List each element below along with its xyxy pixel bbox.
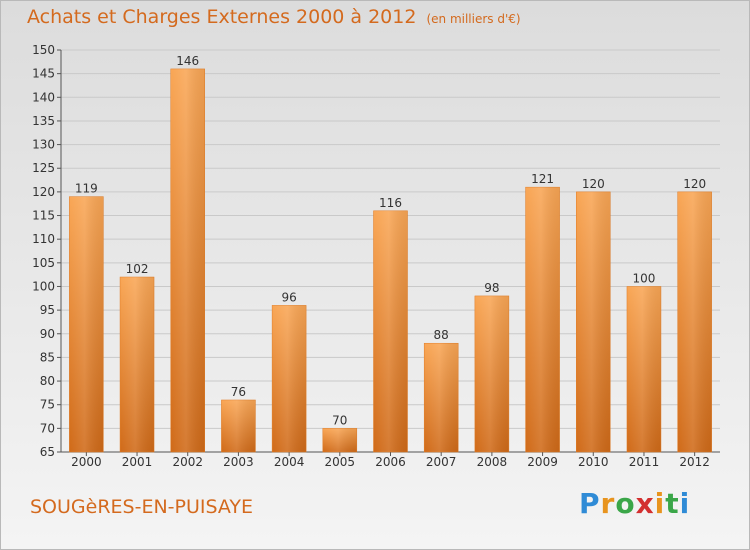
x-tick-label: 2001 xyxy=(122,455,153,469)
bar-shine xyxy=(626,286,661,452)
chart-title: Achats et Charges Externes 2000 à 2012 (e… xyxy=(27,6,521,28)
y-tick-label: 65 xyxy=(40,445,55,459)
x-tick-label: 2010 xyxy=(578,455,609,469)
data-label: 98 xyxy=(484,281,499,295)
y-tick-label: 125 xyxy=(32,161,55,175)
x-tick-label: 2009 xyxy=(527,455,558,469)
y-tick-label: 140 xyxy=(32,90,55,104)
title-text: Achats et Charges Externes 2000 à 2012 xyxy=(27,6,417,28)
data-label: 120 xyxy=(582,177,605,191)
bar-shine xyxy=(424,343,459,452)
bar-shine xyxy=(525,187,560,452)
bar-shine xyxy=(272,305,307,452)
y-tick-label: 70 xyxy=(40,421,55,435)
logo-letter: r xyxy=(600,487,616,520)
y-tick-label: 100 xyxy=(32,279,55,293)
bar-shine xyxy=(677,191,712,452)
y-tick-label: 135 xyxy=(32,114,55,128)
labels: 65 70 75 80 85 90 95 100 105 110 115 120 125 130 135 14… xyxy=(32,43,710,469)
data-label: 70 xyxy=(332,413,347,427)
bar-shine xyxy=(221,399,256,452)
data-label: 119 xyxy=(75,182,98,196)
bar-shine xyxy=(69,196,104,452)
x-tick-label: 2003 xyxy=(223,455,254,469)
data-label: 88 xyxy=(434,328,449,342)
bar-shine xyxy=(322,428,357,452)
y-tick-label: 110 xyxy=(32,232,55,246)
y-tick-label: 85 xyxy=(40,350,55,364)
proxiti-logo: Proxiti xyxy=(579,487,690,520)
logo-letter: i xyxy=(679,487,691,520)
y-tick-label: 80 xyxy=(40,374,55,388)
y-tick-label: 105 xyxy=(32,256,55,270)
y-tick-label: 75 xyxy=(40,398,55,412)
bar-shine xyxy=(170,68,205,452)
bar-shine xyxy=(120,277,155,452)
x-tick-label: 2008 xyxy=(477,455,508,469)
logo-letter: x xyxy=(635,487,655,520)
bar-shine xyxy=(373,210,408,452)
data-label: 116 xyxy=(379,196,402,210)
logo-letter: t xyxy=(665,487,680,520)
data-label: 100 xyxy=(633,271,656,285)
x-tick-label: 2004 xyxy=(274,455,305,469)
logo-letter: i xyxy=(654,487,666,520)
y-tick-label: 90 xyxy=(40,327,55,341)
x-tick-label: 2007 xyxy=(426,455,457,469)
x-tick-label: 2006 xyxy=(375,455,406,469)
x-tick-label: 2002 xyxy=(172,455,203,469)
y-tick-label: 95 xyxy=(40,303,55,317)
bar-shine xyxy=(576,191,611,452)
x-tick-label: 2012 xyxy=(679,455,710,469)
data-label: 76 xyxy=(231,385,246,399)
logo-letter: P xyxy=(579,487,601,520)
y-tick-label: 115 xyxy=(32,209,55,223)
data-label: 102 xyxy=(126,262,149,276)
y-tick-label: 120 xyxy=(32,185,55,199)
x-tick-label: 2000 xyxy=(71,455,102,469)
y-tick-label: 150 xyxy=(32,43,55,57)
bar-shine xyxy=(474,295,509,452)
location-name: SOUGèRES-EN-PUISAYE xyxy=(30,496,254,518)
data-label: 146 xyxy=(176,54,199,68)
logo-letter: o xyxy=(615,487,636,520)
x-tick-label: 2011 xyxy=(629,455,660,469)
bars xyxy=(69,68,712,453)
data-label: 96 xyxy=(281,290,296,304)
title-unit: (en milliers d'€) xyxy=(426,12,521,26)
x-tick-label: 2005 xyxy=(325,455,356,469)
y-tick-label: 130 xyxy=(32,138,55,152)
data-label: 120 xyxy=(683,177,706,191)
data-label: 121 xyxy=(531,172,554,186)
y-tick-label: 145 xyxy=(32,67,55,81)
